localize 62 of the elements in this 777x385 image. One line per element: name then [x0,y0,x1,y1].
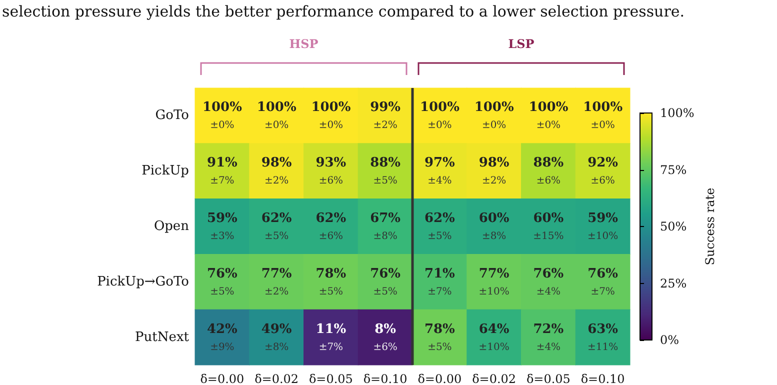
data-label: 76% ±5% [370,266,402,298]
x-tick-label: δ=0.02 [254,372,299,385]
y-tick-label: PickUp [142,164,189,179]
text: HSP [289,37,318,51]
y-tick-label: PutNext [135,330,190,345]
data-label: 88% ±5% [370,156,402,187]
color-bar-title: Success rate [703,188,717,266]
x-tick-label: δ=0.00 [418,372,462,385]
x-tick-label: δ=0.02 [472,372,516,385]
data-label: 92% ±6% [588,156,619,187]
color-bar-label: 100% [660,106,694,120]
data-label: 100% ±0% [474,100,514,132]
data-label: 62% ±6% [316,211,347,242]
data-label: 100% ±0% [420,100,460,132]
data-label: 88% ±6% [533,156,564,187]
x-tick-label: δ=0.05 [526,372,570,385]
data-label: 8% ±6% [373,322,398,353]
y-tick-label: GoTo [155,108,190,124]
data-label: 11% ±7% [316,322,347,353]
data-label: 59% ±3% [206,211,238,242]
data-label: 76% ±7% [588,266,619,298]
data-label: 99% ±2% [370,100,402,132]
data-label: 100% ±0% [583,100,624,132]
data-label: 98% ±2% [478,156,510,187]
data-label: 62% ±5% [424,211,456,242]
data-label: 97% ±4% [424,156,456,187]
y-tick-label: PickUp→GoTo [97,274,190,290]
data-label: 100% ±0% [256,100,297,132]
data-label: 60% ±8% [478,211,510,242]
data-label: 100% ±0% [528,100,569,132]
data-label: 78% ±5% [316,266,347,298]
data-label: 72% ±4% [533,322,564,353]
text: selection pressure yields the better performance compared to a lower selection pressure. [2,2,685,20]
data-label: 60% ±15% [533,211,564,242]
x-tick-label: δ=0.10 [363,372,408,385]
x-tick-label: δ=0.00 [200,372,244,385]
y-tick-label: Open [154,219,190,234]
data-label: 76% ±5% [206,266,238,298]
data-label: 62% ±5% [261,211,292,242]
color-bar-label: 0% [660,333,680,347]
data-label: 98% ±2% [261,156,292,187]
data-label: 64% ±10% [478,322,510,353]
data-label: 100% ±0% [202,100,243,132]
data-label: 77% ±10% [478,266,510,298]
data-label: 71% ±7% [424,266,456,298]
data-label: 63% ±11% [588,322,619,353]
data-label: 59% ±10% [588,211,619,242]
text: LSP [508,37,534,51]
color-bar-label: 75% [660,162,687,177]
data-label: 42% ±9% [206,322,238,353]
x-tick-label: δ=0.10 [580,372,625,385]
data-label: 91% ±7% [206,156,238,187]
data-label: 49% ±8% [261,322,292,353]
data-label: 78% ±5% [424,322,456,353]
data-label: 93% ±6% [316,156,347,187]
data-label: 76% ±4% [533,266,564,298]
x-tick-label: δ=0.05 [308,372,353,385]
data-label: 77% ±2% [261,266,292,298]
data-label: 67% ±8% [370,211,402,242]
data-label: 100% ±0% [311,100,352,132]
color-bar-label: 25% [660,276,687,290]
color-bar-label: 50% [660,220,687,234]
